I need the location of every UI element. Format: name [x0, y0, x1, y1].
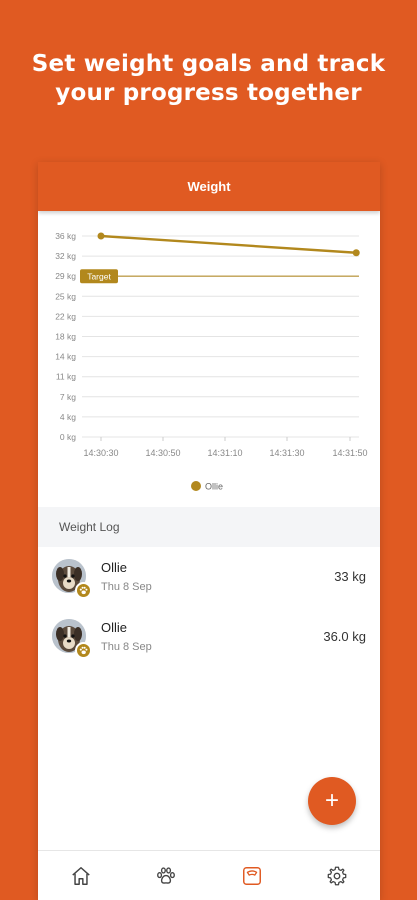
series-line	[100, 234, 357, 254]
weight-chart-svg: 36 kg 32 kg 29 kg 25 kg 22 kg 18 kg 14 kg 11 kg…	[55, 231, 367, 492]
y-tick-label: 7 kg	[60, 392, 76, 402]
legend-marker	[191, 481, 201, 491]
x-tick-label: 14:31:50	[332, 448, 367, 458]
pet-name: Ollie	[101, 560, 128, 575]
target-label-box	[80, 269, 118, 284]
nav-pets[interactable]	[146, 856, 186, 896]
avatar	[52, 619, 92, 659]
y-tick-label: 25 kg	[55, 291, 76, 301]
y-tick-label: 32 kg	[55, 251, 76, 261]
home-icon	[72, 866, 90, 885]
log-weight: 36.0 kg	[323, 629, 366, 644]
bottom-nav	[38, 850, 380, 900]
log-date: Thu 8 Sep	[101, 581, 152, 593]
y-tick-label: 22 kg	[55, 311, 76, 321]
headline-line-1: Set weight goals and track	[31, 51, 386, 77]
app-bar: Weight	[38, 162, 380, 211]
headline-line-2: your progress together	[55, 80, 362, 106]
paw-icon	[157, 866, 176, 884]
pet-name: Ollie	[101, 620, 128, 635]
avatar	[52, 559, 92, 599]
nav-weight[interactable]	[232, 856, 272, 896]
scale-icon	[242, 866, 261, 885]
y-tick-label: 29 kg	[55, 271, 76, 281]
log-weight: 33 kg	[334, 569, 366, 584]
y-tick-label: 14 kg	[55, 352, 76, 362]
page-title: Weight	[187, 179, 231, 194]
y-tick-label: 18 kg	[55, 332, 76, 342]
y-tick-label: 11 kg	[56, 372, 76, 382]
paw-icon	[75, 642, 92, 659]
data-point	[352, 249, 360, 257]
y-tick-label: 0 kg	[60, 432, 76, 442]
plus-icon: +	[324, 787, 339, 814]
phone-screen: Weight 36 kg 32 kg 29 kg 25 kg 22 kg 18 kg 14 …	[38, 162, 380, 900]
y-tick-label: 4 kg	[60, 412, 76, 422]
list-item[interactable]: Ollie Thu 8 Sep 36.0 kg	[38, 607, 380, 667]
x-tick-label: 14:30:50	[145, 448, 180, 458]
add-weight-button[interactable]: +	[308, 777, 356, 825]
headline: Set weight goals and track your progress…	[0, 50, 417, 108]
weight-log-header: Weight Log	[38, 507, 380, 547]
target-label: Target	[87, 272, 111, 282]
legend-label: Ollie	[205, 482, 223, 492]
gear-icon	[327, 866, 347, 885]
weight-chart: 36 kg 32 kg 29 kg 25 kg 22 kg 18 kg 14 kg 11 kg…	[38, 211, 380, 507]
data-point	[97, 232, 105, 240]
x-tick-label: 14:31:10	[207, 448, 242, 458]
log-date: Thu 8 Sep	[101, 641, 152, 653]
list-item[interactable]: Ollie Thu 8 Sep 33 kg	[38, 547, 380, 607]
nav-settings[interactable]	[317, 856, 357, 896]
y-tick-label: 36 kg	[55, 231, 76, 241]
x-tick-label: 14:31:30	[269, 448, 304, 458]
weight-log-title: Weight Log	[59, 520, 120, 534]
x-tick-label: 14:30:30	[83, 448, 118, 458]
nav-home[interactable]	[61, 856, 101, 896]
paw-icon	[75, 582, 92, 599]
